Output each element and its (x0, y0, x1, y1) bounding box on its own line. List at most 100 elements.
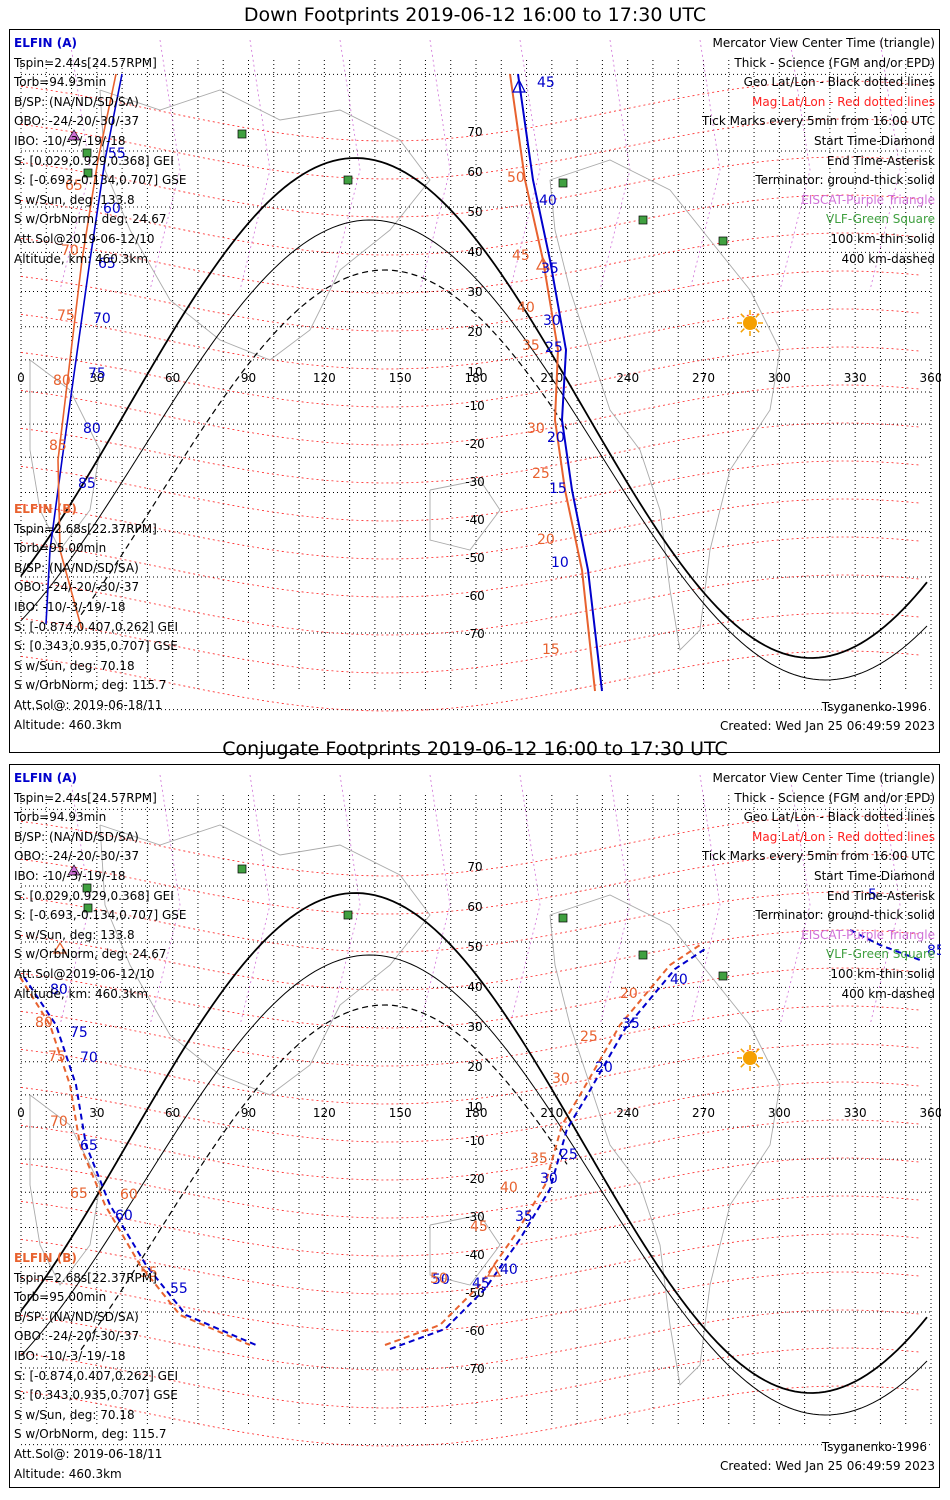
elfin-b-track (19, 976, 251, 1346)
model-label: Tsyganenko-1996 (821, 1440, 927, 1454)
lat-tick-label: -50 (465, 551, 485, 565)
info-line: EISCAT-Purple Triangle (801, 192, 935, 207)
lat-tick-label: 30 (467, 285, 482, 299)
info-line: S w/OrbNorm, deg: 115.7 (14, 678, 167, 693)
info-line: Torb=94.93min (14, 810, 107, 825)
elfin-a-tick-label: 35 (541, 261, 559, 277)
lat-tick-label: 50 (467, 940, 482, 954)
elfin-b-tick-label: 40 (500, 1180, 518, 1196)
lat-tick-label: -70 (465, 1362, 485, 1376)
info-line: S w/OrbNorm, deg: 24.67 (14, 947, 167, 962)
info-line: Terminator: ground-thick solid (755, 908, 935, 923)
info-line: Torb=94.93min (14, 75, 107, 90)
lon-tick-label: 0 (17, 371, 25, 385)
info-line: End Time-Asterisk (826, 888, 935, 903)
elfin-b-center-triangle (486, 1263, 502, 1277)
info-line: OBO: -24/-20/-30/-37 (14, 114, 140, 129)
coastlines (29, 824, 781, 1386)
mag-lat-line (20, 270, 922, 332)
lat-tick-label: 50 (467, 205, 482, 219)
info-line: S: [0.029,0.929,0.368] GEI (14, 153, 174, 168)
lon-tick-label: 270 (692, 1106, 715, 1120)
mag-lon-line (239, 774, 271, 1026)
lon-tick-label: 120 (313, 371, 336, 385)
mag-lon-line (329, 39, 361, 291)
lat-tick-label: -30 (465, 475, 485, 489)
mag-lon-line (509, 774, 541, 1026)
vlf-station-marker (638, 950, 648, 960)
sun-marker (737, 310, 763, 336)
vlf-station-marker (237, 864, 247, 874)
info-line: S w/OrbNorm, deg: 24.67 (14, 212, 167, 227)
terminator-100km-line (20, 954, 928, 1416)
info-line: OBO: -24/-20/-30/-37 (14, 849, 140, 864)
lat-tick-label: -60 (465, 1324, 485, 1338)
vlf-station-marker (343, 910, 353, 920)
elfin-b-tick-label: 85 (49, 438, 67, 454)
elfin-a-tick-label: 60 (115, 1208, 133, 1224)
info-line: Start Time-Diamond (813, 868, 935, 883)
elfin-b-tick-label: 65 (65, 178, 83, 194)
elfin-b-tick-label: 25 (532, 466, 550, 482)
lat-tick-label: -70 (465, 627, 485, 641)
info-line: Altitude: 460.3km (14, 717, 122, 732)
vlf-station-marker (83, 168, 93, 178)
vlf-station-marker (82, 148, 92, 158)
elfin-b-tick-label: 35 (530, 1151, 548, 1167)
elfin-b-info: ELFIN (B) Tspin=2.68s[22.37RPM] Torb=95.0… (14, 1249, 178, 1484)
elfin-b-track (384, 944, 701, 1346)
lat-tick-label: -60 (465, 589, 485, 603)
lat-tick-label: 60 (467, 900, 482, 914)
elfin-a-tick-label: 10 (551, 555, 569, 571)
vlf-station-marker (237, 129, 247, 139)
terminator-400km-line (80, 1004, 568, 1351)
created-label: Created: Wed Jan 25 06:49:59 2023 (720, 1459, 935, 1473)
lon-tick-label: 330 (844, 1106, 867, 1120)
lat-tick-label: -20 (465, 1172, 485, 1186)
lon-tick-label: 90 (241, 371, 256, 385)
elfin-b-tick-label: 45 (470, 1219, 488, 1235)
elfin-a-tick-label: 60 (103, 201, 121, 217)
lon-tick-label: 0 (17, 1106, 25, 1120)
elfin-b-tick-label: 25 (580, 1029, 598, 1045)
terminator-100km-line (20, 219, 928, 681)
info-line: IBO: -10/-3/-19/-18 (14, 133, 126, 148)
lon-tick-label: 150 (389, 1106, 412, 1120)
info-line: S: [-0.693,-0.134,0.707] GSE (14, 173, 187, 188)
sun-marker (737, 1045, 763, 1071)
coastline (429, 479, 501, 551)
mag-lon-line (689, 774, 721, 1026)
geo-grid (20, 60, 932, 711)
elfin-b-tick-label: 55 (140, 1265, 158, 1281)
lon-tick-label: 30 (89, 1106, 104, 1120)
mag-lon-line (329, 774, 361, 1026)
lon-tick-label: 150 (389, 371, 412, 385)
info-line: Mag Lat/Lon - Red dotted lines (751, 829, 935, 844)
info-line: B/SP: (NA/ND/SD/SA) (14, 829, 139, 844)
info-line: Tspin=2.44s[24.57RPM] (14, 55, 157, 70)
info-line: S w/Sun, deg: 70.18 (14, 658, 135, 673)
elfin-a-tick-label: 35 (622, 1016, 640, 1032)
coastline (99, 89, 431, 361)
elfin-b-info: ELFIN (B) Tspin=2.68s[22.37RPM] Torb=95.0… (14, 500, 178, 735)
lon-tick-label: 240 (616, 1106, 639, 1120)
axis-labels: 0 30 60 90 120 150 180 210 240 270 300 330 360 70 60 50… (17, 860, 941, 1376)
elfin-a-tick-label: 45 (537, 75, 555, 91)
info-line: Mercator View Center Time (triangle) (712, 771, 935, 785)
info-line: IBO: -10/-3/-19/-18 (14, 599, 126, 614)
info-line: Tspin=2.68s[22.37RPM] (14, 1270, 157, 1285)
sun-disc (743, 1051, 757, 1065)
elfin-a-tick-label: 70 (93, 311, 111, 327)
elfin-a-tick-label: 30 (540, 1171, 558, 1187)
elfin-a-track (389, 948, 706, 1350)
elfin-b-tick-label: 75 (57, 308, 75, 324)
info-line: 100 km-thin solid (830, 231, 935, 246)
elfin-b-lines: Tspin=2.68s[22.37RPM] Torb=95.00min B/SP: … (14, 1269, 178, 1485)
elfin-b-tick-label: 30 (552, 1071, 570, 1087)
created-label: Created: Wed Jan 25 06:49:59 2023 (720, 719, 935, 733)
info-line: S w/OrbNorm, deg: 115.7 (14, 1427, 167, 1442)
mag-lat-line (20, 1157, 922, 1219)
mag-lat-line (20, 422, 922, 484)
elfin-b-tick-label: 35 (522, 338, 540, 354)
vlf-station-marker (83, 903, 93, 913)
